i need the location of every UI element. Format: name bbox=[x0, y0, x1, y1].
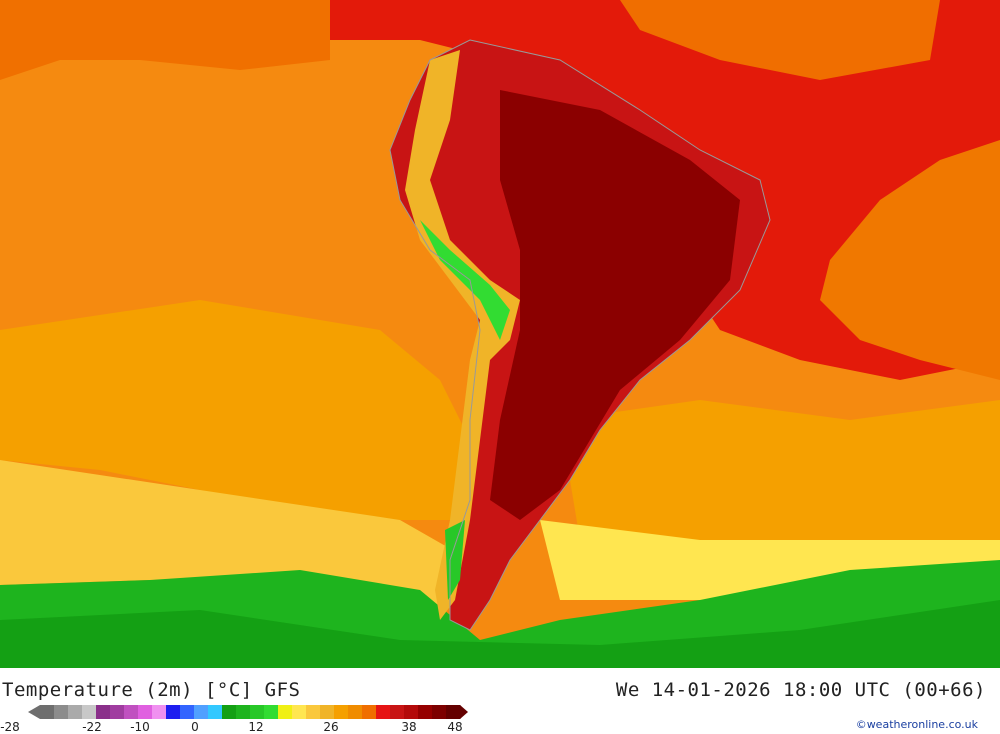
scale-tick: 26 bbox=[323, 720, 339, 734]
scale-left-arrow bbox=[28, 705, 40, 719]
coastline bbox=[389, 39, 771, 631]
scale-swatch bbox=[194, 705, 209, 719]
scale-swatch bbox=[124, 705, 139, 719]
scale-tick: 0 bbox=[191, 720, 199, 734]
scale-tick: -28 bbox=[0, 720, 20, 734]
scale-swatch bbox=[152, 705, 167, 719]
scale-swatch bbox=[404, 705, 419, 719]
northwest-ocean bbox=[0, 0, 330, 80]
scale-swatch bbox=[208, 705, 223, 719]
scale-right-arrow bbox=[460, 705, 468, 719]
scale-swatch bbox=[320, 705, 335, 719]
scale-tick: -10 bbox=[130, 720, 150, 734]
andes-cool-strip bbox=[405, 50, 520, 620]
scale-swatch bbox=[166, 705, 181, 719]
continent-hot-interior bbox=[490, 90, 740, 520]
andes-high-altitude bbox=[420, 220, 510, 340]
scale-swatch bbox=[292, 705, 307, 719]
scale-swatch bbox=[250, 705, 265, 719]
scale-swatch bbox=[348, 705, 363, 719]
scale-ticks: -28 -22 -10 0 12 26 38 48 bbox=[0, 720, 480, 734]
scale-swatch bbox=[68, 705, 83, 719]
scale-tick: 12 bbox=[248, 720, 264, 734]
scale-swatch bbox=[334, 705, 349, 719]
legend-footer: Temperature (2m) [°C] GFS We 14-01-2026 … bbox=[0, 668, 1000, 734]
scale-swatch bbox=[82, 705, 97, 719]
scale-swatch bbox=[110, 705, 125, 719]
scale-swatch bbox=[138, 705, 153, 719]
scale-swatch bbox=[264, 705, 279, 719]
scale-swatch bbox=[376, 705, 391, 719]
color-scale bbox=[28, 705, 468, 719]
scale-swatch bbox=[54, 705, 69, 719]
temperature-field bbox=[0, 0, 1000, 668]
scale-tick: 48 bbox=[447, 720, 463, 734]
south-pacific-yellow bbox=[0, 460, 470, 610]
scale-swatch bbox=[222, 705, 237, 719]
south-pacific-field bbox=[0, 300, 470, 520]
scale-swatch bbox=[96, 705, 111, 719]
scale-swatch bbox=[418, 705, 433, 719]
map-title: Temperature (2m) [°C] GFS bbox=[2, 679, 301, 701]
forecast-datetime: We 14-01-2026 18:00 UTC (00+66) bbox=[615, 679, 986, 701]
scale-swatch bbox=[278, 705, 293, 719]
scale-swatch bbox=[362, 705, 377, 719]
temperature-map[interactable] bbox=[0, 0, 1000, 668]
scale-swatch bbox=[306, 705, 321, 719]
scale-swatch bbox=[180, 705, 195, 719]
scale-tick: -22 bbox=[82, 720, 102, 734]
scale-tick: 38 bbox=[401, 720, 417, 734]
caribbean-field bbox=[620, 0, 940, 80]
scale-swatch bbox=[432, 705, 447, 719]
scale-swatch bbox=[390, 705, 405, 719]
tropical-warm-band bbox=[0, 0, 1000, 380]
credit-link[interactable]: ©weatheronline.co.uk bbox=[855, 718, 978, 731]
south-atlantic-field bbox=[560, 400, 1000, 560]
scale-swatch bbox=[236, 705, 251, 719]
scale-swatch bbox=[446, 705, 461, 719]
scale-swatch bbox=[40, 705, 55, 719]
southern-ocean-deep-band bbox=[0, 600, 1000, 668]
east-atlantic-field bbox=[820, 140, 1000, 380]
